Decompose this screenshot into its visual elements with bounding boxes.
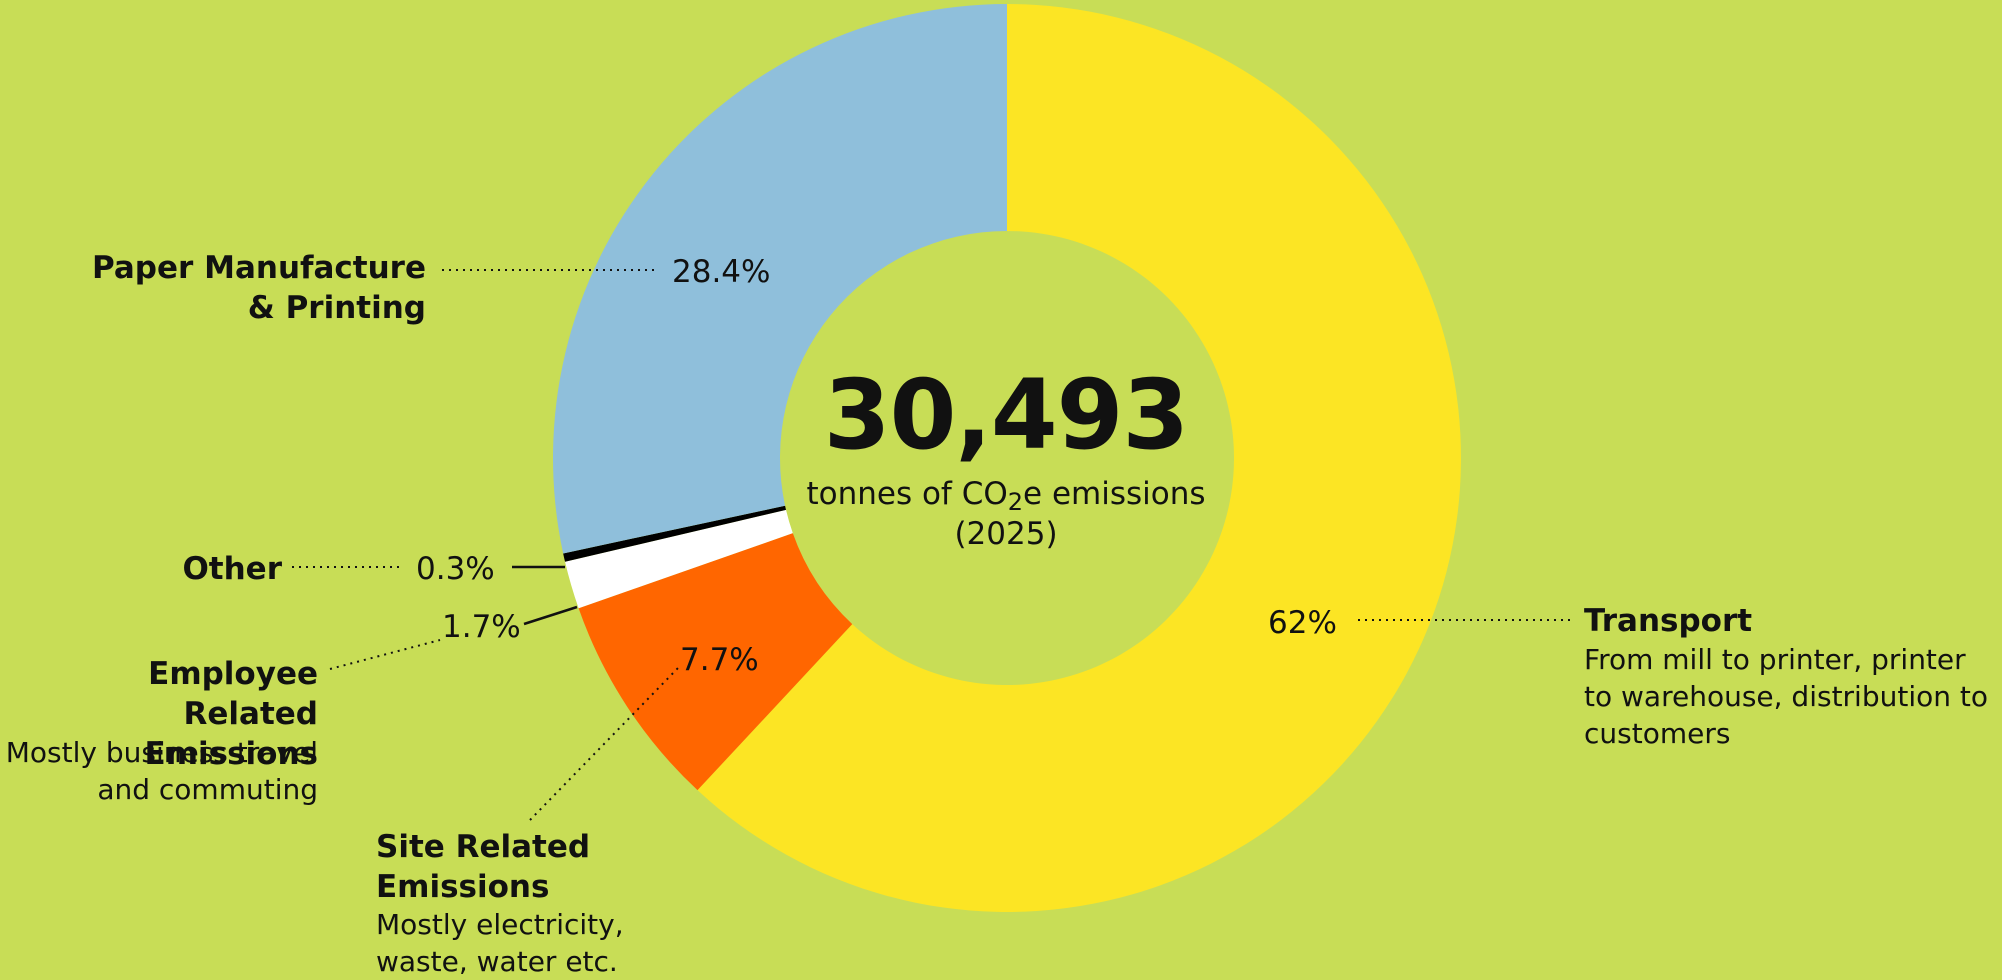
desc-transport: From mill to printer, printer to warehou… [1584,643,1989,750]
pct-label-site: 7.7% [680,642,759,678]
label-employee-related: Employee Related Emissions [144,656,318,772]
slice-other [563,505,787,562]
pct-label-transport: 62% [1268,605,1337,641]
leader-employee-dotted [329,639,441,670]
leader-employee-solid [523,605,578,626]
pct-label-other: 0.3% [416,551,495,587]
label-transport: Transport [1584,603,1753,639]
label-other: Other [182,551,282,587]
slice-site-related-emissions [578,533,853,791]
label-paper-manufacture: Paper Manufacture & Printing [92,250,426,326]
total-emissions-label: tonnes of CO2e emissions (2025) [806,476,1206,552]
slice-transport [697,4,1461,912]
slice-employee-related-emissions [565,509,793,609]
pct-label-paper: 28.4% [672,254,771,290]
total-emissions-value: 30,493 [823,359,1189,471]
desc-site-related: Mostly electricity, waste, water etc. [376,908,624,978]
label-site-related: Site Related Emissions [376,829,591,905]
desc-employee-related: Mostly business travel and commuting [5,736,318,806]
leader-site [529,667,679,821]
pct-label-employee: 1.7% [442,609,521,645]
slice-paper-manufacture-printing [553,4,1007,554]
